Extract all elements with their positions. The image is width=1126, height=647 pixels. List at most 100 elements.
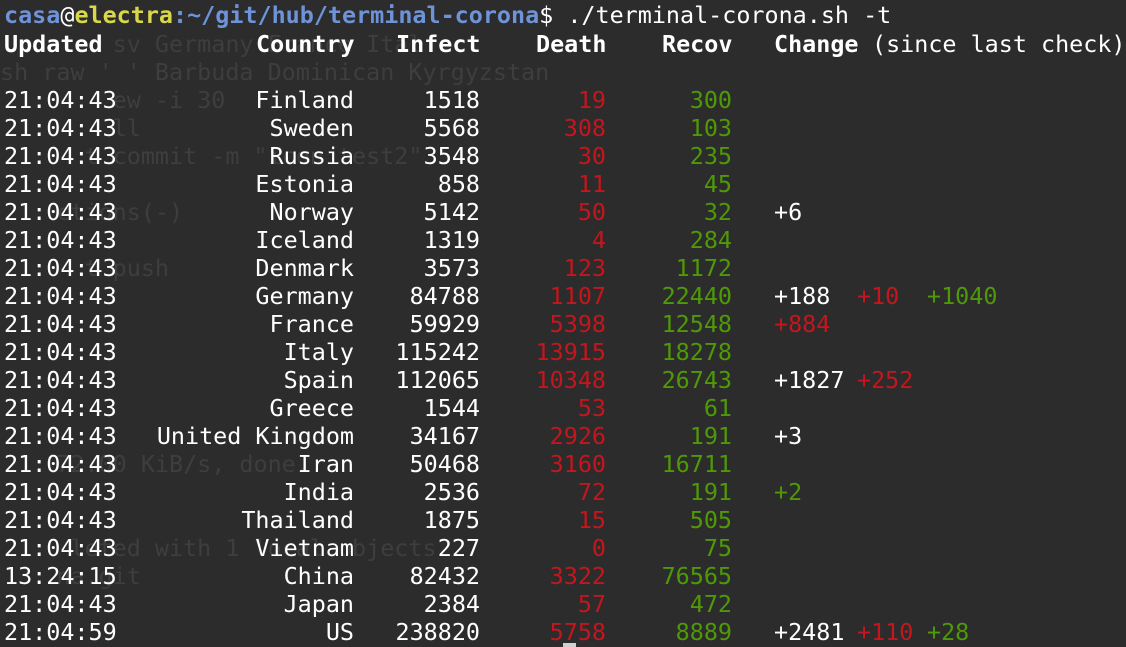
row-death: 1107	[549, 282, 606, 310]
row-death: 72	[577, 478, 606, 506]
row-infect: 1518	[423, 86, 480, 114]
ghost-line: sv Germany France Ital	[0, 30, 423, 58]
ghost-line: ctions(-)	[0, 198, 184, 226]
command-text: $ ./terminal-corona.sh -t	[539, 1, 892, 29]
row-death: 10348	[535, 366, 606, 394]
row-recov: 61	[703, 394, 732, 422]
row-recov: 300	[689, 86, 732, 114]
row-infect: 238820	[395, 618, 481, 646]
row-change-recov: +2	[774, 478, 803, 506]
row-country: Iceland	[255, 226, 354, 254]
row-country: France	[269, 310, 355, 338]
row-country: Germany	[255, 282, 354, 310]
row-infect: 3573	[423, 254, 480, 282]
row-recov: 22440	[661, 282, 732, 310]
row-updated: 21:04:43	[4, 506, 117, 534]
row-infect: 59929	[409, 310, 480, 338]
row-country: Finland	[255, 86, 354, 114]
row-country: Sweden	[269, 114, 355, 142]
row-country: Japan	[283, 590, 354, 618]
row-infect: 112065	[395, 366, 481, 394]
row-updated: 21:04:43	[4, 114, 117, 142]
row-updated: 21:04:43	[4, 226, 117, 254]
row-change-infect: +6	[774, 198, 803, 226]
row-country: India	[283, 478, 354, 506]
header-death: Death	[536, 30, 607, 58]
row-death: 3322	[549, 562, 606, 590]
row-country: Estonia	[255, 170, 354, 198]
row-updated: 21:04:43	[4, 366, 117, 394]
row-recov: 16711	[661, 450, 732, 478]
row-infect: 227	[437, 534, 480, 562]
row-updated: 21:04:43	[4, 254, 117, 282]
row-updated: 21:04:59	[4, 618, 117, 646]
prompt-user: casa	[4, 1, 61, 29]
row-death: 5758	[549, 618, 606, 646]
row-death: 50	[577, 198, 606, 226]
row-updated: 21:04:43	[4, 170, 117, 198]
prompt-at: @	[60, 1, 75, 29]
row-infect: 1544	[423, 394, 480, 422]
row-country: Thailand	[241, 506, 354, 534]
ghost-line: ew -i 30	[0, 86, 226, 114]
row-infect: 3548	[423, 142, 480, 170]
row-death: 2926	[549, 422, 606, 450]
header-updated: Updated	[4, 30, 103, 58]
row-death: 53	[577, 394, 606, 422]
row-infect: 50468	[409, 450, 480, 478]
row-updated: 21:04:43	[4, 198, 117, 226]
row-infect: 858	[437, 170, 480, 198]
ghost-line: sh raw ' ' Barbuda Dominican Kyrgyzstan	[0, 58, 550, 86]
row-infect: 5568	[423, 114, 480, 142]
row-updated: 21:04:43	[4, 478, 117, 506]
row-country: United Kingdom	[156, 422, 354, 450]
header-infect: Infect	[396, 30, 481, 58]
row-country: Spain	[283, 366, 354, 394]
row-change-recov: +1040	[927, 282, 998, 310]
header-change: Change	[774, 30, 859, 58]
row-updated: 21:04:43	[4, 394, 117, 422]
row-recov: 26743	[661, 366, 732, 394]
command-prompt-line: casa@electra:~/git/hub/terminal-corona$ …	[4, 1, 891, 29]
row-recov: 191	[689, 422, 732, 450]
row-updated: 21:04:43	[4, 534, 117, 562]
row-change-death: +884	[774, 310, 831, 338]
header-change-suffix: (since last check)	[872, 30, 1126, 58]
row-recov: 103	[689, 114, 732, 142]
ghost-line: ll	[0, 114, 141, 142]
row-recov: 8889	[675, 618, 732, 646]
row-infect: 1319	[423, 226, 480, 254]
row-updated: 21:04:43	[4, 310, 117, 338]
row-updated: 21:04:43	[4, 282, 117, 310]
row-updated: 21:04:43	[4, 450, 117, 478]
row-death: 5398	[549, 310, 606, 338]
row-recov: 284	[689, 226, 732, 254]
row-updated: 21:04:43	[4, 338, 117, 366]
row-death: 4	[591, 226, 606, 254]
row-infect: 84788	[409, 282, 480, 310]
prompt-path: :~/git/hub/terminal-corona	[173, 1, 540, 29]
row-infect: 5142	[423, 198, 480, 226]
row-death: 19	[577, 86, 606, 114]
row-updated: 21:04:43	[4, 590, 117, 618]
ghost-line: na.git	[0, 562, 141, 590]
row-change-death: +110	[857, 618, 914, 646]
row-recov: 18278	[661, 338, 732, 366]
row-change-recov: +28	[927, 618, 970, 646]
row-death: 11	[577, 170, 606, 198]
row-recov: 505	[689, 506, 732, 534]
row-infect: 82432	[409, 562, 480, 590]
row-country: Vietnam	[255, 534, 354, 562]
row-death: 15	[577, 506, 606, 534]
row-death: 308	[563, 114, 606, 142]
row-recov: 235	[689, 142, 732, 170]
row-updated: 21:04:43	[4, 142, 117, 170]
row-updated: 21:04:43	[4, 86, 117, 114]
row-change-infect: +1827	[774, 366, 845, 394]
header-recov: Recov	[662, 30, 733, 58]
row-updated: 13:24:15	[4, 562, 117, 590]
row-death: 0	[591, 534, 606, 562]
row-country: Denmark	[255, 254, 354, 282]
